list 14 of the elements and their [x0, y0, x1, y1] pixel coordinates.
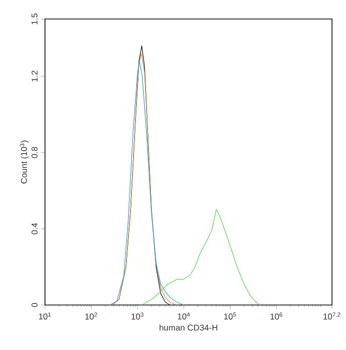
x-tick-label: 10$^{6}$	[270, 312, 282, 320]
y-axis-title: Count (10$^{3}$)	[20, 140, 29, 184]
x-tick-label: 10$^{2}$	[85, 312, 98, 320]
y-tick-label: 1.5	[32, 13, 38, 24]
x-tick-label: 10$^{5}$	[224, 312, 236, 320]
x-tick-label: 10$^{1}$	[39, 312, 51, 320]
x-tick-label: 10$^{4}$	[178, 312, 190, 320]
y-tick-label: 0	[32, 302, 38, 308]
x-tick-label: 10$^{3}$	[132, 312, 144, 320]
y-tick-label: 1.2	[32, 70, 38, 82]
y-tick-label: 0.8	[32, 146, 38, 158]
x-axis-title: human CD34-H	[160, 324, 218, 331]
y-tick-label: 0.4	[32, 223, 38, 234]
x-tick-label: 10$^{7.2}$	[324, 312, 340, 320]
